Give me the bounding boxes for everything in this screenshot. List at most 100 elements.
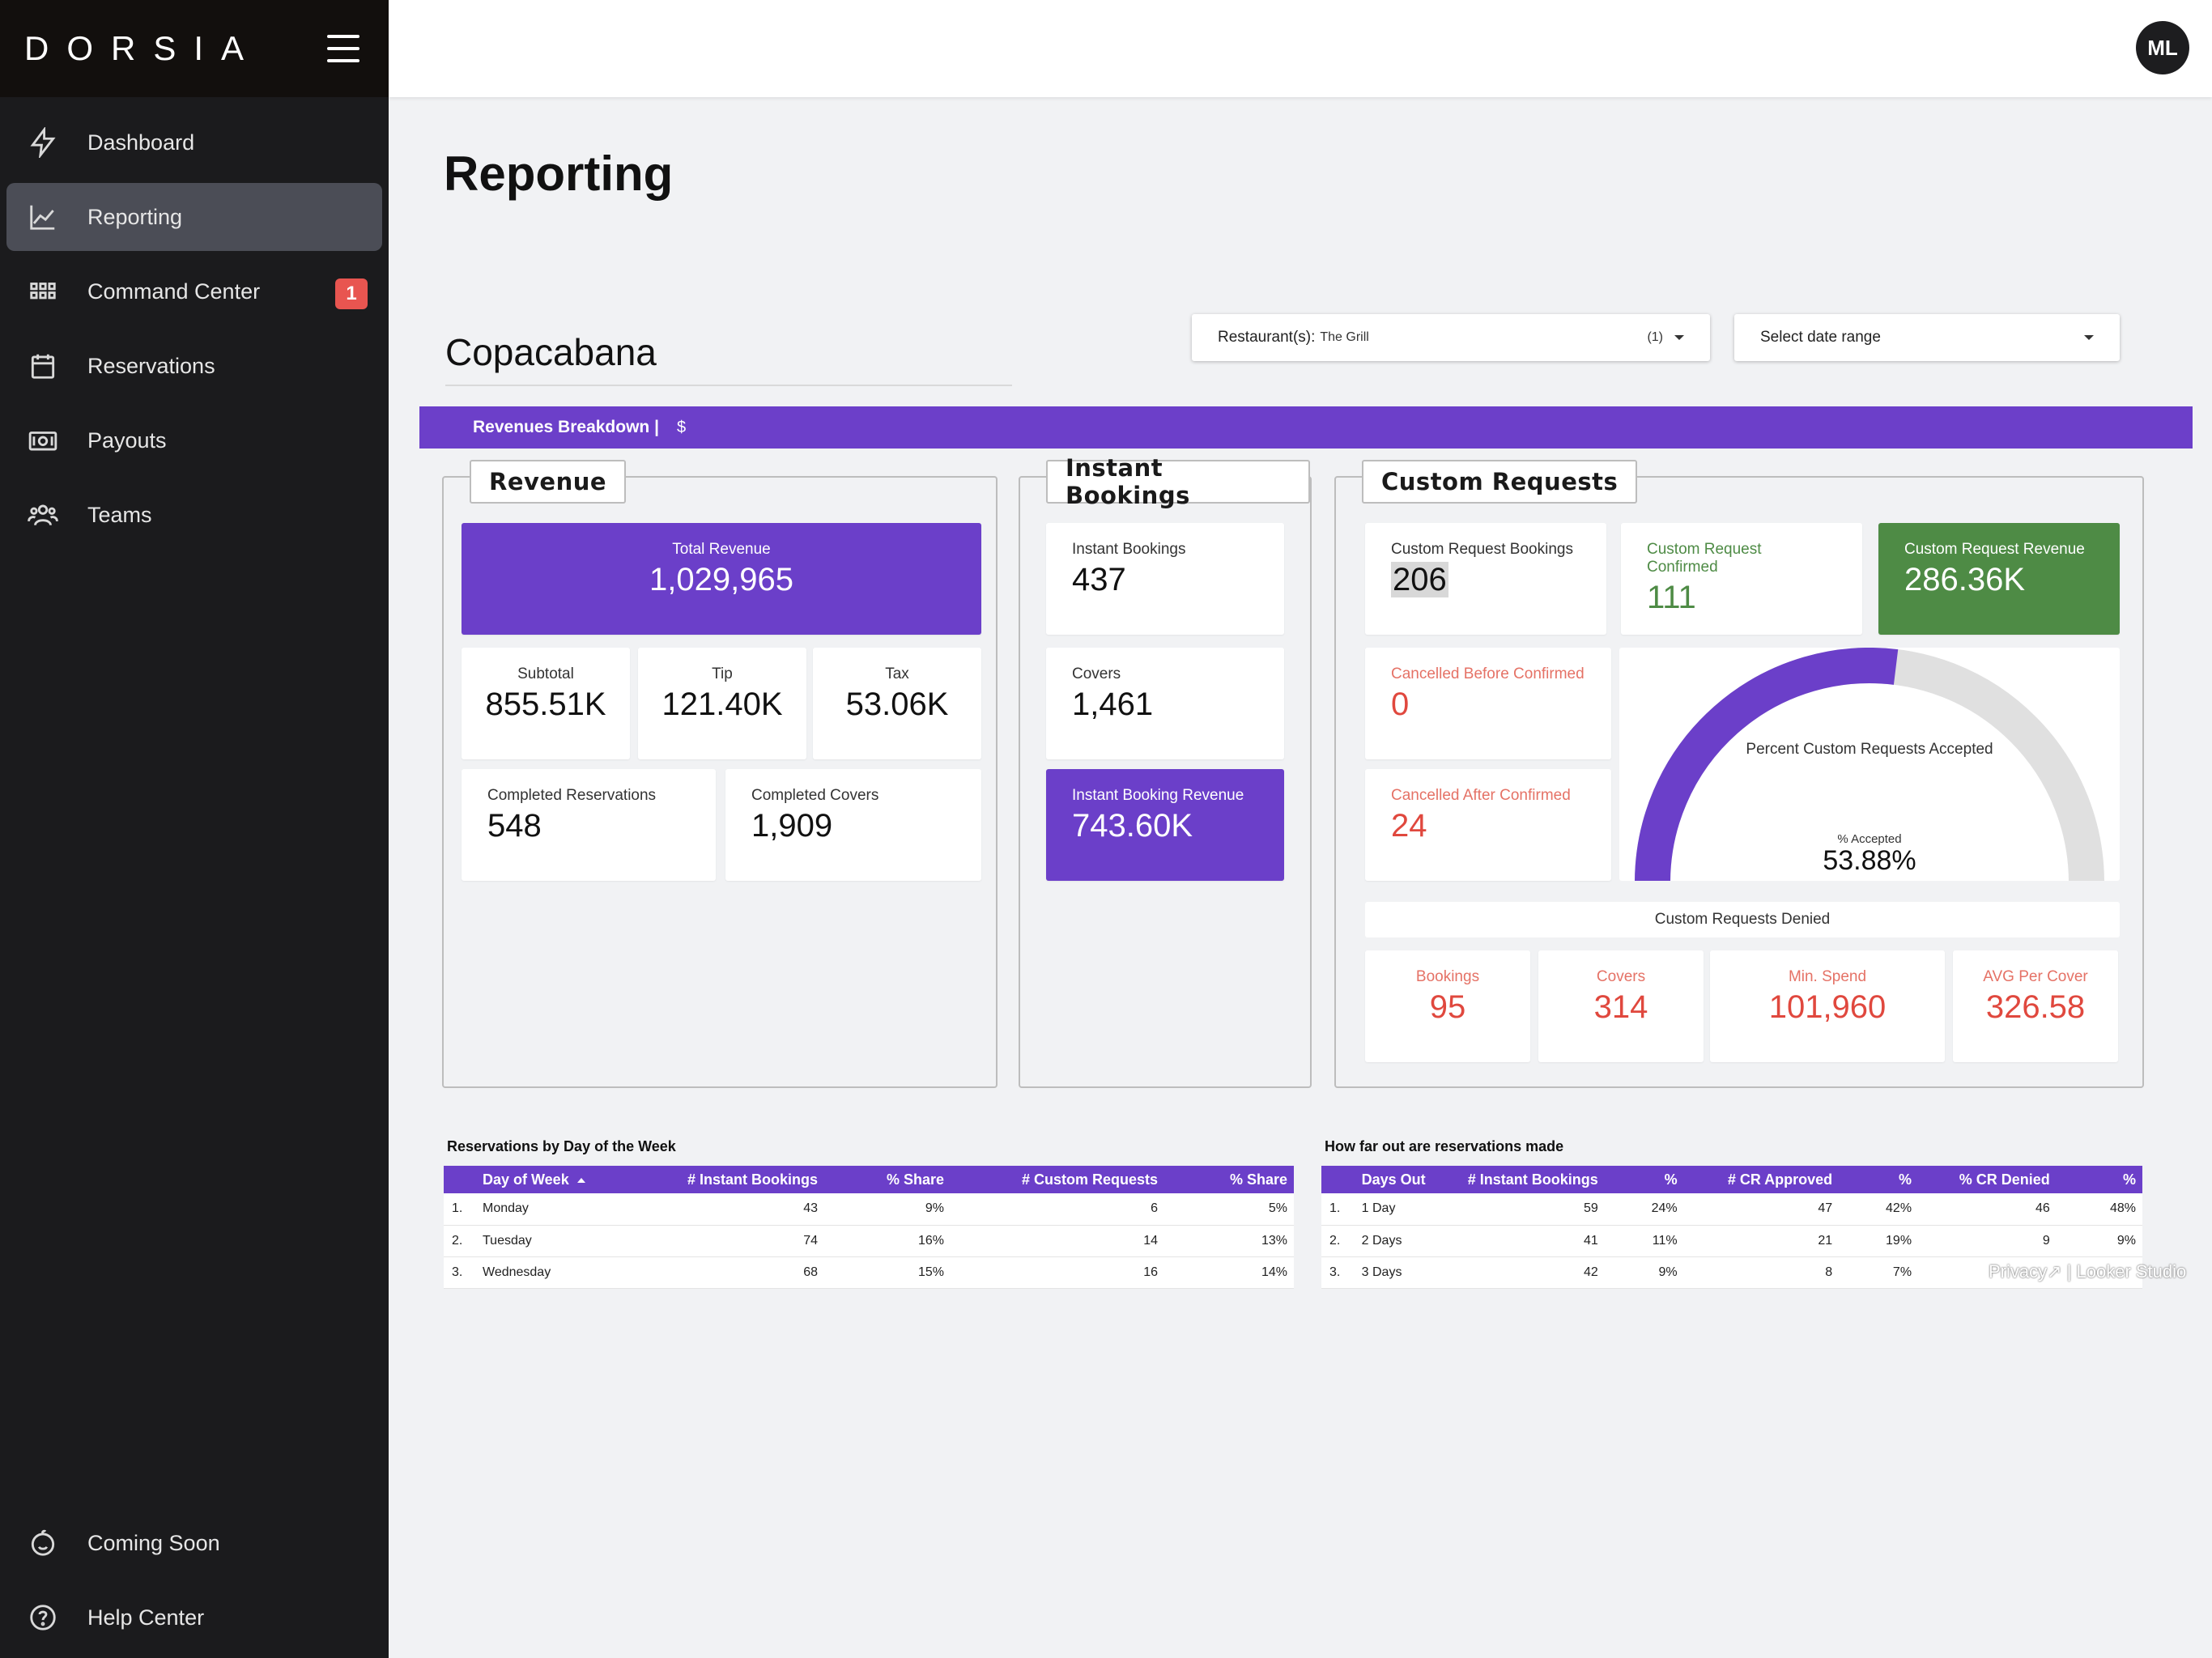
menu-icon[interactable] xyxy=(327,35,359,62)
date-range-filter[interactable]: Select date range xyxy=(1734,314,2120,361)
custom-requests-group: Custom Requests xyxy=(1334,460,2144,1088)
column-header[interactable]: Days Out xyxy=(1355,1166,1455,1193)
table-row: 3. Wednesday 68 15% 16 14% xyxy=(444,1256,1294,1289)
tip-card: Tip 121.40K xyxy=(638,648,806,759)
custom-request-confirmed-label: Custom Request Confirmed xyxy=(1647,541,1762,576)
sidebar-nav: Dashboard Reporting Command Center 1 Res… xyxy=(0,108,389,549)
custom-requests-group-title: Custom Requests xyxy=(1362,460,1638,504)
column-header[interactable]: % CR Denied xyxy=(1918,1166,2057,1193)
subtotal-card: Subtotal 855.51K xyxy=(462,648,630,759)
baby-face-icon xyxy=(28,1527,66,1559)
sidebar-item-coming-soon[interactable]: Coming Soon xyxy=(6,1509,382,1577)
custom-request-revenue-card: Custom Request Revenue 286.36K xyxy=(1878,523,2120,635)
denied-bookings-label: Bookings xyxy=(1415,968,1480,985)
column-header[interactable]: % Share xyxy=(1164,1166,1294,1193)
column-header[interactable]: Day of Week xyxy=(476,1166,662,1193)
cancelled-after-label: Cancelled After Confirmed xyxy=(1391,787,1571,804)
custom-request-revenue-value: 286.36K xyxy=(1904,562,2026,597)
sidebar-item-label: Teams xyxy=(87,502,152,527)
column-header[interactable]: % Share xyxy=(824,1166,951,1193)
instant-booking-revenue-card: Instant Booking Revenue 743.60K xyxy=(1046,769,1284,881)
custom-request-bookings-value: 206 xyxy=(1391,562,1448,597)
sidebar-item-teams[interactable]: Teams xyxy=(6,481,382,549)
completed-reservations-card: Completed Reservations 548 xyxy=(462,769,716,881)
sidebar-item-label: Coming Soon xyxy=(87,1530,220,1555)
sidebar-item-label: Payouts xyxy=(87,427,167,453)
table-row: 2. Tuesday 74 16% 14 13% xyxy=(444,1225,1294,1257)
tip-value: 121.40K xyxy=(661,687,783,722)
column-header[interactable]: # Instant Bookings xyxy=(662,1166,824,1193)
denied-min-spend-label: Min. Spend xyxy=(1788,968,1867,985)
date-range-label: Select date range xyxy=(1760,329,1881,346)
custom-request-bookings-label: Custom Request Bookings xyxy=(1391,541,1573,558)
avatar[interactable]: ML xyxy=(2136,21,2189,74)
denied-covers-value: 314 xyxy=(1593,989,1648,1025)
sidebar-item-reporting[interactable]: Reporting xyxy=(6,183,382,251)
subtotal-label: Subtotal xyxy=(517,665,574,682)
column-header[interactable]: % xyxy=(1839,1166,1919,1193)
completed-reservations-label: Completed Reservations xyxy=(487,787,657,804)
table-row: 3. 3 Days 42 9% 8 7% xyxy=(1321,1256,2142,1289)
accepted-gauge xyxy=(1635,648,2104,881)
completed-covers-value: 1,909 xyxy=(751,808,833,844)
denied-covers-label: Covers xyxy=(1596,968,1646,985)
cancelled-before-value: 0 xyxy=(1391,687,1410,722)
lightning-icon xyxy=(28,126,66,159)
revenue-group-title: Revenue xyxy=(470,460,627,504)
custom-request-confirmed-value: 111 xyxy=(1647,580,1696,615)
sidebar-item-dashboard[interactable]: Dashboard xyxy=(6,108,382,176)
looker-studio-watermark[interactable]: Privacy↗ | Looker Studio xyxy=(1989,1261,2187,1282)
subtotal-value: 855.51K xyxy=(485,687,606,722)
sidebar-item-help-center[interactable]: Help Center xyxy=(6,1584,382,1652)
instant-bookings-label: Instant Bookings xyxy=(1072,541,1186,558)
instant-bookings-card: Instant Bookings 437 xyxy=(1046,523,1284,635)
sort-asc-icon xyxy=(576,1177,585,1183)
chevron-down-icon xyxy=(2084,335,2094,340)
completed-covers-label: Completed Covers xyxy=(751,787,879,804)
cancelled-after-confirmed-card: Cancelled After Confirmed 24 xyxy=(1365,769,1611,881)
line-chart-icon xyxy=(28,201,66,233)
page-title: Reporting xyxy=(444,147,674,201)
column-header[interactable]: # CR Approved xyxy=(1683,1166,1840,1193)
restaurant-filter-label: Restaurant(s): xyxy=(1218,329,1316,346)
sidebar-item-command-center[interactable]: Command Center 1 xyxy=(6,257,382,325)
days-out-table: Days Out # Instant Bookings % # CR Appro… xyxy=(1321,1166,2142,1289)
completed-covers-card: Completed Covers 1,909 xyxy=(725,769,981,881)
table-title: Reservations by Day of the Week xyxy=(447,1138,676,1154)
instant-covers-label: Covers xyxy=(1072,665,1121,682)
cancelled-after-value: 24 xyxy=(1391,808,1427,844)
sidebar-item-label: Command Center xyxy=(87,278,261,304)
cash-icon xyxy=(28,424,66,457)
sidebar-item-label: Help Center xyxy=(87,1605,205,1630)
gauge-title: Percent Custom Requests Accepted xyxy=(1746,741,1993,758)
team-icon xyxy=(28,499,66,531)
instant-booking-revenue-label: Instant Booking Revenue xyxy=(1072,787,1244,804)
top-bar: ML xyxy=(389,0,2212,97)
sidebar-bottom: Coming Soon Help Center xyxy=(0,1503,389,1658)
denied-min-spend-value: 101,960 xyxy=(1768,989,1887,1025)
sidebar-item-label: Reporting xyxy=(87,204,183,229)
column-header[interactable]: % xyxy=(2056,1166,2142,1193)
instant-covers-value: 1,461 xyxy=(1072,687,1154,722)
brand-bar: DORSIA xyxy=(0,0,389,97)
column-header[interactable]: # Custom Requests xyxy=(951,1166,1164,1193)
section-header: Revenues Breakdown | $ xyxy=(419,406,2193,449)
custom-request-bookings-card: Custom Request Bookings 206 xyxy=(1365,523,1606,635)
divider xyxy=(445,385,1012,386)
denied-avg-per-cover-value: 326.58 xyxy=(1985,989,2086,1025)
total-revenue-value: 1,029,965 xyxy=(649,562,793,597)
grid-icon xyxy=(28,275,66,308)
sidebar-item-payouts[interactable]: Payouts xyxy=(6,406,382,474)
column-header[interactable]: % xyxy=(1604,1166,1684,1193)
total-revenue-label: Total Revenue xyxy=(672,541,771,558)
cancelled-before-confirmed-card: Cancelled Before Confirmed 0 xyxy=(1365,648,1611,759)
column-header[interactable]: # Instant Bookings xyxy=(1454,1166,1605,1193)
instant-bookings-group-title: Instant Bookings xyxy=(1046,454,1310,509)
sidebar-item-reservations[interactable]: Reservations xyxy=(6,332,382,400)
gauge-fill xyxy=(1635,648,1899,881)
tax-value: 53.06K xyxy=(845,687,949,722)
table-row: 2. 2 Days 41 11% 21 19% 9 9% xyxy=(1321,1225,2142,1257)
total-revenue-card: Total Revenue 1,029,965 xyxy=(462,523,981,635)
restaurant-filter[interactable]: Restaurant(s): The Grill (1) xyxy=(1192,314,1710,361)
tax-card: Tax 53.06K xyxy=(813,648,981,759)
